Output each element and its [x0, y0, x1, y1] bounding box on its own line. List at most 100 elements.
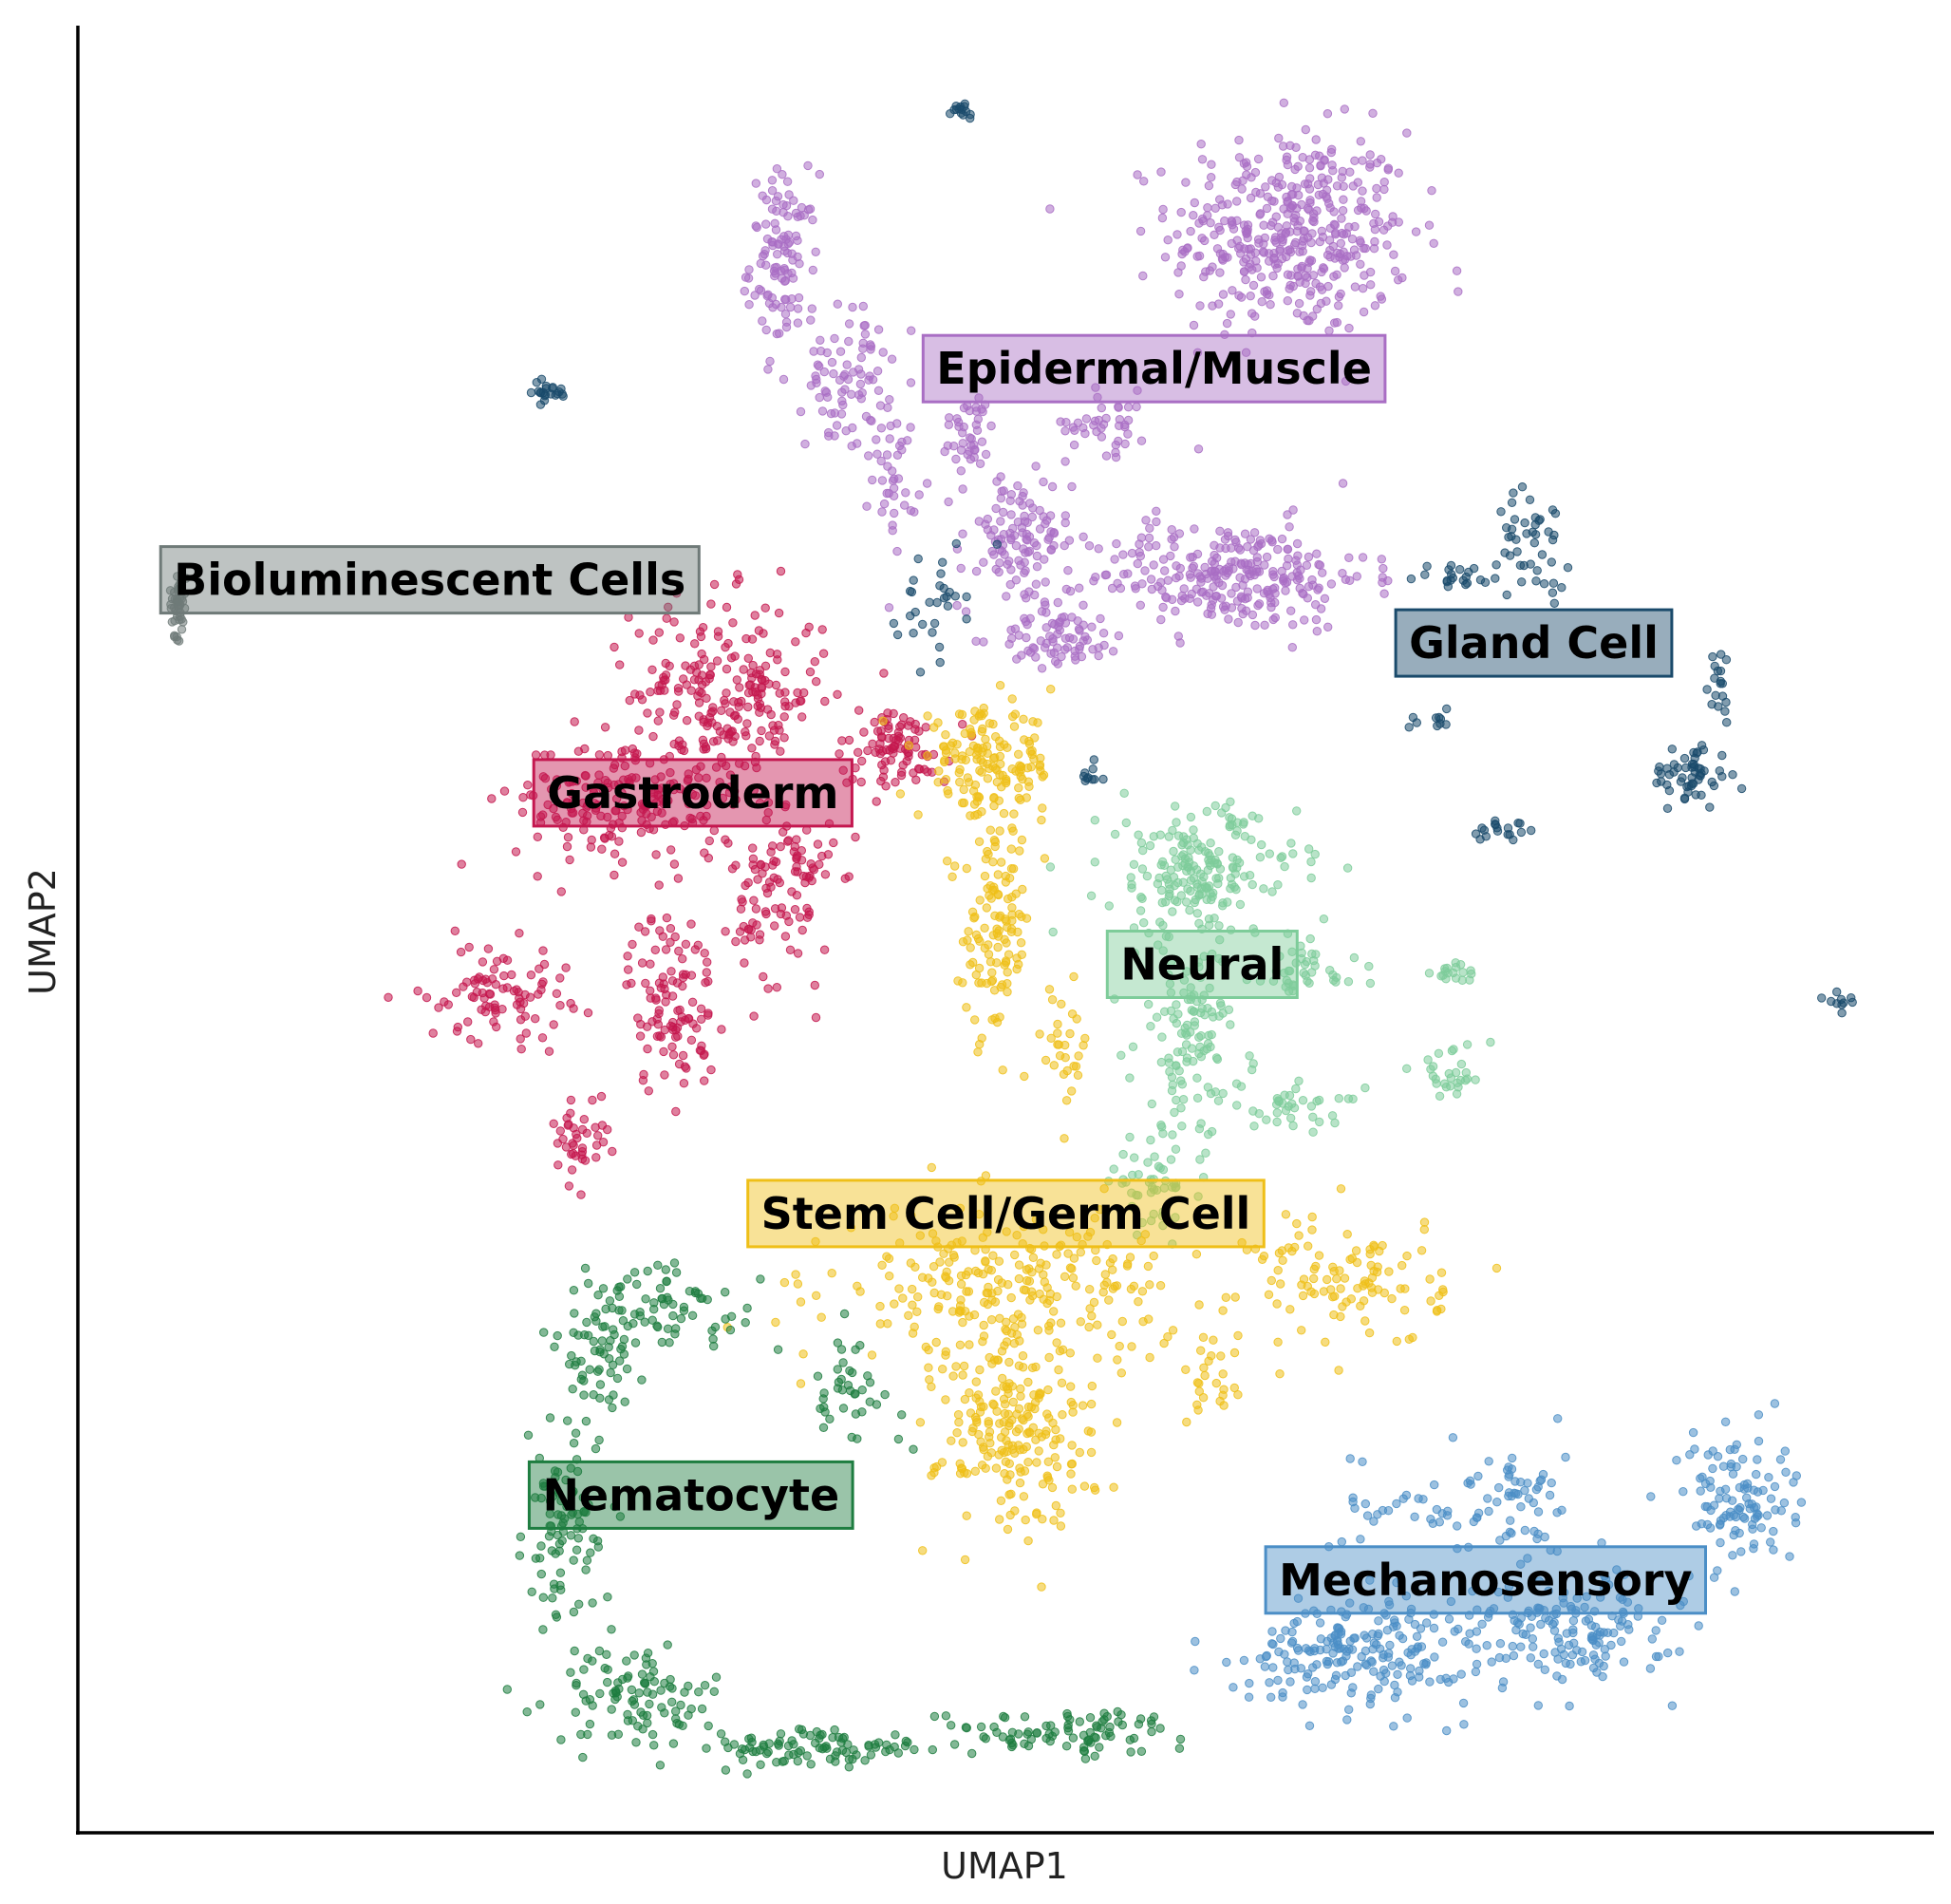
data-point [836, 1345, 847, 1354]
data-point [1114, 436, 1123, 446]
data-point [1294, 298, 1304, 309]
cluster-label-nematocyte: Nematocyte [527, 1460, 854, 1530]
data-point [970, 1466, 981, 1477]
data-point [1344, 553, 1354, 562]
data-point [709, 825, 719, 836]
cluster-label-text: Bioluminescent Cells [174, 555, 685, 606]
data-point [687, 997, 698, 1008]
data-point [1001, 956, 1011, 966]
data-point [1402, 1713, 1412, 1723]
data-point [569, 1439, 579, 1448]
data-point [1245, 1051, 1254, 1061]
data-point [1315, 282, 1325, 292]
data-point [797, 1725, 807, 1735]
data-point [756, 258, 765, 269]
data-point [1190, 198, 1200, 208]
data-point [607, 1705, 616, 1714]
data-point [697, 1704, 707, 1714]
data-point [1038, 1515, 1047, 1524]
data-point [1211, 1378, 1222, 1388]
data-point [793, 252, 802, 262]
data-point [1248, 610, 1258, 620]
data-point [700, 1076, 709, 1085]
data-point [663, 1640, 672, 1650]
data-point [1222, 1657, 1231, 1668]
data-point [957, 104, 966, 115]
data-point [1079, 532, 1088, 541]
data-point [1736, 783, 1747, 794]
data-point [966, 960, 975, 970]
data-point [806, 1760, 816, 1769]
data-point [1344, 323, 1354, 333]
data-point [1749, 1485, 1759, 1495]
data-point [968, 1423, 978, 1433]
data-point [566, 1095, 576, 1105]
data-point [1382, 240, 1392, 250]
data-point [1429, 1623, 1439, 1633]
data-point [1257, 839, 1266, 850]
data-point [603, 1124, 612, 1135]
data-point [1487, 1657, 1496, 1667]
data-point [1598, 1671, 1607, 1682]
data-point [838, 1404, 849, 1413]
data-point [668, 1310, 678, 1321]
data-point [1379, 1288, 1390, 1298]
data-point [1350, 1503, 1360, 1514]
data-point [892, 630, 903, 640]
data-point [536, 1569, 546, 1579]
data-point [980, 1297, 989, 1308]
data-point [1101, 570, 1112, 579]
data-point [1492, 1498, 1502, 1507]
data-point [1064, 632, 1075, 643]
data-point [892, 546, 902, 556]
data-point [1006, 1292, 1016, 1303]
data-point [1196, 577, 1206, 587]
data-point [1060, 540, 1069, 551]
data-point [489, 965, 499, 974]
data-point [1173, 632, 1184, 641]
data-point [637, 958, 647, 968]
data-point [1358, 186, 1367, 196]
data-point [1491, 560, 1501, 570]
data-point [1313, 585, 1323, 594]
data-point [1389, 1722, 1398, 1731]
data-point [674, 687, 684, 696]
data-point [1022, 1275, 1032, 1286]
data-point [1303, 1685, 1312, 1695]
data-point [1530, 513, 1541, 522]
data-point [1087, 1381, 1097, 1391]
data-point [722, 688, 731, 698]
data-point [1427, 186, 1436, 196]
data-point [1365, 978, 1376, 989]
data-point [655, 707, 665, 717]
data-point [1111, 447, 1120, 458]
data-point [1312, 1096, 1322, 1106]
data-point [975, 765, 985, 776]
data-point [776, 566, 786, 576]
data-point [889, 618, 899, 629]
data-point [591, 1443, 601, 1454]
data-point [1848, 997, 1857, 1008]
data-point [1506, 1516, 1515, 1525]
data-point [1201, 1148, 1210, 1158]
data-point [950, 592, 960, 601]
data-point [1290, 1664, 1300, 1674]
data-point [760, 603, 770, 613]
data-point [1065, 586, 1076, 596]
data-point [1271, 237, 1281, 248]
data-point [601, 1304, 610, 1314]
data-point [991, 732, 1001, 742]
data-point [877, 507, 887, 517]
cluster-label-gland-cell: Gland Cell [1394, 608, 1674, 678]
data-point [459, 982, 468, 991]
data-point [1005, 579, 1016, 590]
data-point [595, 1688, 605, 1699]
data-point [1063, 1249, 1073, 1258]
data-point [884, 603, 894, 613]
data-point [877, 476, 888, 485]
data-point [811, 247, 820, 256]
data-point [1563, 563, 1573, 573]
data-point [796, 1297, 806, 1307]
data-point [1189, 833, 1199, 843]
data-point [1144, 542, 1154, 552]
